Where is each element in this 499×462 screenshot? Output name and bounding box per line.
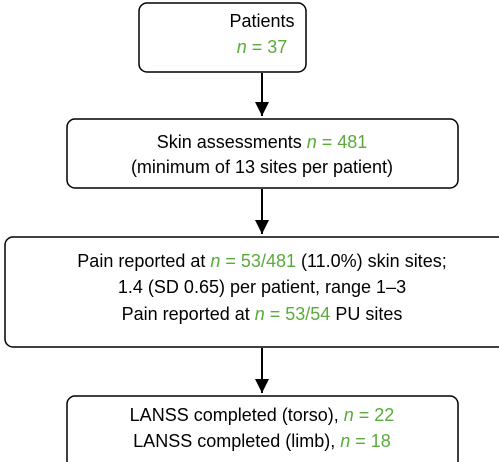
text-segment: LANSS completed (limb), bbox=[133, 431, 340, 451]
text-segment: = 53/54 bbox=[265, 304, 331, 324]
box-line: Skin assessments n = 481 bbox=[157, 132, 368, 152]
text-segment: Patients bbox=[229, 11, 294, 31]
text-segment: = 22 bbox=[354, 405, 395, 425]
text-segment: LANSS completed (torso), bbox=[130, 405, 344, 425]
box-line: LANSS completed (torso), n = 22 bbox=[130, 405, 395, 425]
text-segment: = 481 bbox=[317, 132, 368, 152]
text-segment: (11.0%) skin sites; bbox=[296, 251, 447, 271]
text-segment: Pain reported at bbox=[122, 304, 255, 324]
box-line: (minimum of 13 sites per patient) bbox=[131, 157, 393, 177]
text-segment: = 18 bbox=[350, 431, 391, 451]
text-segment: n bbox=[210, 251, 220, 271]
box-line: Patients bbox=[229, 11, 294, 31]
text-segment: n bbox=[255, 304, 265, 324]
text-segment: n bbox=[307, 132, 317, 152]
text-segment: 1.4 (SD 0.65) per patient, range 1–3 bbox=[118, 277, 406, 297]
box bbox=[138, 2, 307, 73]
box-line: Pain reported at n = 53/54 PU sites bbox=[122, 304, 403, 324]
text-segment: n bbox=[340, 431, 350, 451]
text-segment: Pain reported at bbox=[77, 251, 210, 271]
text-segment: n bbox=[237, 37, 247, 57]
box-line: n = 37 bbox=[237, 37, 288, 57]
text-segment: = 53/481 bbox=[220, 251, 296, 271]
text-segment: (minimum of 13 sites per patient) bbox=[131, 157, 393, 177]
box-line: LANSS completed (limb), n = 18 bbox=[133, 431, 391, 451]
text-segment: = 37 bbox=[247, 37, 288, 57]
box bbox=[4, 236, 499, 348]
box-line: 1.4 (SD 0.65) per patient, range 1–3 bbox=[118, 277, 406, 297]
box bbox=[66, 118, 459, 189]
box-line: Pain reported at n = 53/481 (11.0%) skin… bbox=[77, 251, 446, 271]
text-segment: Skin assessments bbox=[157, 132, 307, 152]
text-segment: PU sites bbox=[330, 304, 402, 324]
text-segment: n bbox=[344, 405, 354, 425]
box bbox=[66, 395, 459, 462]
